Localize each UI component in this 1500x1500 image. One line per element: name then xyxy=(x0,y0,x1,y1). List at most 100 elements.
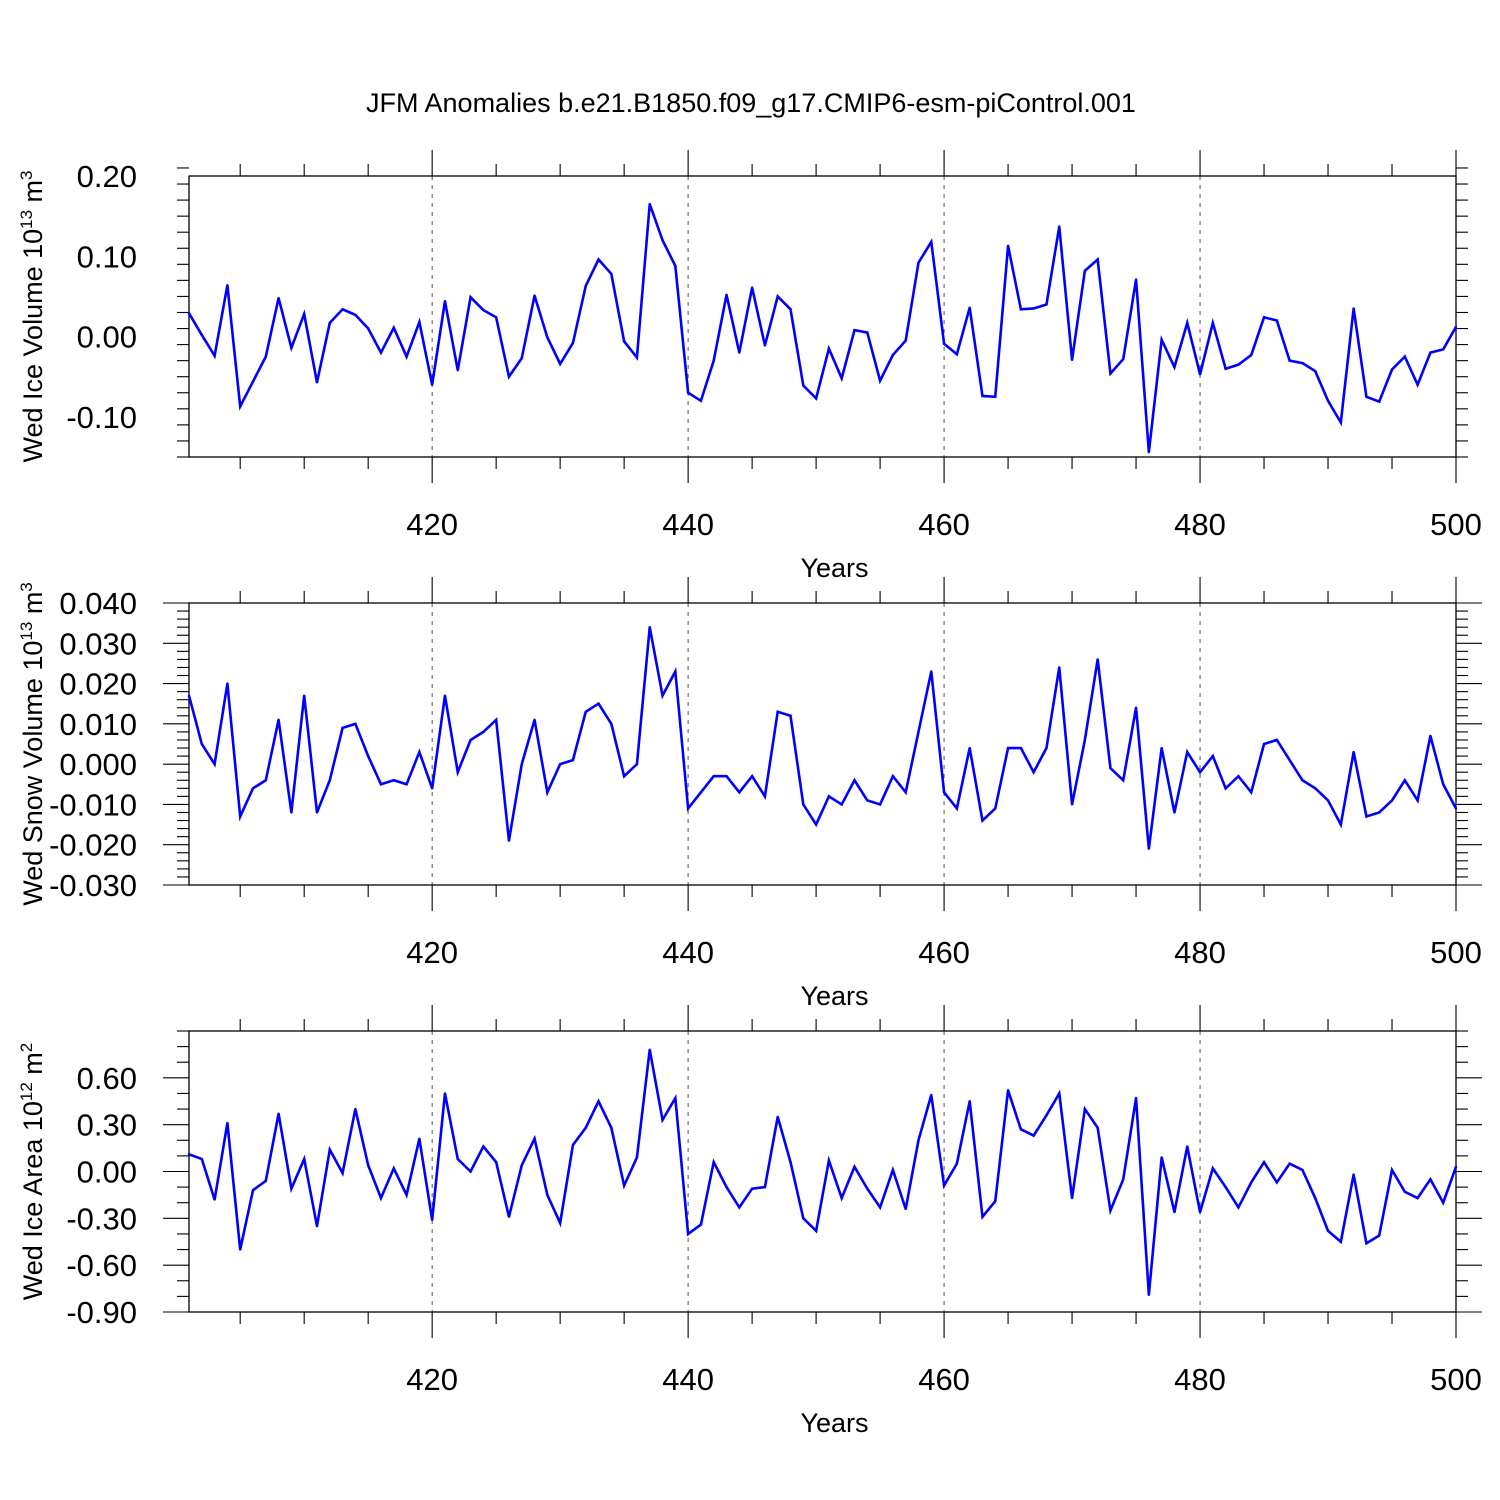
data-point xyxy=(827,347,831,350)
y-tick-label: 0.30 xyxy=(77,1108,137,1143)
data-point xyxy=(968,746,971,750)
data-point xyxy=(1429,351,1432,354)
data-point xyxy=(482,1145,485,1148)
data-point xyxy=(904,791,907,794)
data-point xyxy=(315,811,319,814)
data-point xyxy=(379,783,383,786)
data-point xyxy=(1160,746,1163,750)
data-point xyxy=(610,722,613,726)
data-point xyxy=(366,754,370,758)
data-point xyxy=(584,1126,587,1129)
data-point xyxy=(482,308,485,312)
data-point xyxy=(200,333,203,337)
data-point xyxy=(955,353,959,356)
data-point xyxy=(430,787,434,790)
data-point xyxy=(1403,1190,1407,1193)
data-point xyxy=(994,1199,997,1203)
x-tick-label: 420 xyxy=(406,1362,458,1397)
data-point xyxy=(1134,278,1138,281)
data-point xyxy=(1058,666,1061,669)
data-point xyxy=(290,1187,293,1190)
y-axis-label: Wed Ice Volume 1013 m3 xyxy=(17,170,48,462)
data-point xyxy=(853,328,856,332)
data-point xyxy=(456,369,459,372)
data-point xyxy=(187,312,191,315)
data-point xyxy=(827,1159,831,1162)
data-point xyxy=(1070,803,1074,806)
data-point xyxy=(1211,321,1215,325)
data-point xyxy=(1019,746,1023,750)
data-point xyxy=(1070,358,1074,362)
data-point xyxy=(674,264,677,268)
x-axis-label: Years xyxy=(800,981,868,1011)
data-point xyxy=(558,362,562,366)
data-point xyxy=(930,1093,933,1097)
data-point xyxy=(1096,658,1099,661)
y-tick-label: 0.10 xyxy=(77,239,137,274)
data-point xyxy=(712,359,715,362)
data-point xyxy=(1301,1168,1304,1172)
data-point xyxy=(712,775,715,778)
data-point xyxy=(571,758,575,762)
data-point xyxy=(1454,807,1458,810)
data-point xyxy=(891,775,895,778)
data-point xyxy=(699,399,703,402)
data-point xyxy=(277,718,280,722)
data-point xyxy=(1058,1092,1061,1095)
data-point xyxy=(238,1248,242,1251)
data-point xyxy=(763,344,767,347)
data-point xyxy=(942,791,946,794)
data-point xyxy=(904,339,907,342)
data-point xyxy=(878,1206,882,1209)
y-tick-label: 0.030 xyxy=(59,626,137,661)
data-point xyxy=(802,803,805,806)
data-point xyxy=(750,775,754,778)
panel-1: 420 440 460 480 500 Years 0.20 0.10 0.00 -0.10 Wed… xyxy=(17,150,1482,583)
data-point xyxy=(1096,1126,1099,1129)
data-point xyxy=(546,791,549,794)
data-point xyxy=(1288,1162,1291,1165)
data-point xyxy=(1416,1196,1419,1200)
data-point xyxy=(200,742,203,746)
data-point xyxy=(763,1185,767,1189)
data-point xyxy=(1045,1114,1048,1117)
data-point xyxy=(917,1139,920,1142)
data-point xyxy=(840,377,843,380)
data-point xyxy=(290,346,293,350)
x-tick-label: 440 xyxy=(662,1362,714,1397)
data-point xyxy=(648,1048,651,1051)
y-axis-label-part: m xyxy=(18,1052,48,1082)
data-point xyxy=(251,380,255,383)
data-point xyxy=(1339,823,1343,826)
data-point xyxy=(328,1148,331,1151)
data-point xyxy=(238,815,242,818)
data-point xyxy=(1262,1160,1266,1164)
data-point xyxy=(878,379,882,382)
data-point xyxy=(1275,738,1279,742)
data-point xyxy=(533,718,536,722)
data-point xyxy=(1250,1181,1253,1184)
data-point xyxy=(290,811,293,814)
data-point xyxy=(648,202,651,206)
data-point xyxy=(469,296,472,299)
data-point xyxy=(533,294,536,297)
y-tick-label: 0.20 xyxy=(77,159,137,194)
data-point xyxy=(200,1157,203,1161)
data-point xyxy=(1032,307,1035,310)
data-point xyxy=(264,1179,267,1183)
data-point xyxy=(366,327,370,330)
x-tick-label: 460 xyxy=(918,1362,970,1397)
data-point xyxy=(328,779,331,782)
data-point xyxy=(686,1232,690,1236)
data-point xyxy=(1454,1165,1458,1169)
data-point xyxy=(1314,787,1317,790)
data-point xyxy=(1416,383,1419,386)
plot-frame xyxy=(188,1030,1457,1313)
data-point xyxy=(1198,771,1202,774)
data-point xyxy=(1147,847,1151,850)
data-point xyxy=(1429,734,1432,738)
y-tick-label: -0.020 xyxy=(49,828,137,863)
data-point xyxy=(968,306,971,309)
data-point xyxy=(1403,355,1407,358)
data-point xyxy=(443,300,447,303)
